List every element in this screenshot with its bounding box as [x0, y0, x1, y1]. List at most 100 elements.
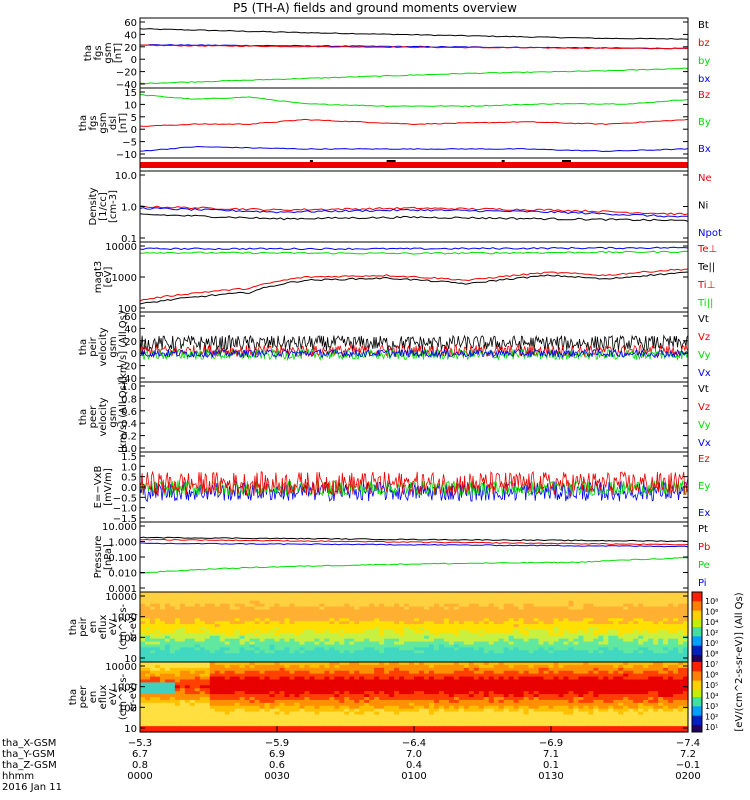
spectrogram-cell	[418, 612, 425, 616]
spectrogram-cell	[623, 679, 629, 684]
spectrogram-cell	[409, 632, 415, 637]
series-Ti⊥	[139, 268, 689, 302]
spectrogram-cell	[254, 594, 261, 599]
spectrogram-cell	[583, 609, 589, 614]
spectrogram-cell	[319, 606, 325, 611]
y-tick-label: −20	[116, 68, 137, 79]
spectrogram-cell	[593, 664, 599, 669]
spectrogram-cell	[369, 621, 375, 625]
spectrogram-cell	[409, 656, 415, 660]
spectrogram-cell	[269, 667, 276, 672]
y-tick-label: 1.0	[121, 203, 137, 214]
spectrogram-cell	[314, 600, 320, 605]
spectrogram-cell	[553, 647, 560, 651]
spectrogram-cell	[558, 641, 565, 646]
spectrogram-cell	[658, 624, 664, 628]
spectrogram-cell	[409, 679, 415, 684]
spectrogram-cell	[423, 597, 430, 602]
spectrogram-cell	[433, 705, 440, 710]
spectrogram-cell	[473, 627, 480, 631]
spectrogram-cell	[493, 702, 500, 707]
spectrogram-cell	[528, 702, 535, 707]
spectrogram-cell	[164, 627, 171, 631]
spectrogram-cell	[658, 627, 664, 631]
spectrogram-cell	[593, 688, 599, 692]
spectrogram-cell	[379, 641, 385, 646]
spectrogram-cell	[154, 653, 161, 657]
spectrogram-cell	[404, 592, 410, 596]
spectrogram-cell	[493, 676, 500, 681]
spectrogram-cell	[433, 618, 440, 622]
spectrogram-cell	[488, 711, 495, 716]
spectrogram-cell	[239, 653, 246, 657]
spectrogram-cell	[384, 679, 390, 684]
spectrogram-cell	[523, 653, 530, 657]
spectrogram-cell	[374, 679, 380, 684]
spectrogram-cell	[314, 647, 320, 651]
spectrogram-cell	[468, 618, 475, 622]
spectrogram-cell	[189, 670, 196, 675]
spectrogram-cell	[678, 592, 684, 596]
spectrogram-cell	[329, 592, 335, 596]
spectrogram-cell	[284, 600, 291, 605]
spectrogram-cell	[568, 656, 575, 660]
spectrogram-cell	[389, 685, 395, 689]
spectrogram-cell	[633, 594, 639, 599]
spectrogram-cell	[314, 656, 320, 660]
spectrogram-cell	[339, 699, 345, 704]
spectrogram-cell	[648, 618, 654, 622]
spectrogram-cell	[299, 662, 305, 666]
spectrogram-cell	[189, 594, 196, 599]
spectrogram-cell	[618, 597, 624, 602]
spectrogram-cell	[438, 603, 445, 608]
spectrogram-cell	[259, 618, 266, 622]
spectrogram-cell	[224, 670, 231, 675]
spectrogram-cell	[623, 682, 629, 686]
spectrogram-cell	[244, 618, 251, 622]
spectrogram-cell	[399, 714, 405, 719]
spectrogram-cell	[663, 603, 669, 608]
spectrogram-cell	[259, 597, 266, 602]
spectrogram-cell	[598, 682, 604, 686]
spectrogram-cell	[209, 603, 216, 608]
spectrogram-cell	[633, 650, 639, 654]
spectrogram-cell	[458, 662, 465, 666]
spectrogram-cell	[329, 632, 335, 637]
spectrogram-cell	[468, 647, 475, 651]
spectrogram-cell	[239, 705, 246, 710]
spectrogram-cell	[503, 694, 510, 698]
spectrogram-cell	[588, 694, 594, 698]
spectrogram-cell	[453, 635, 460, 640]
spectrogram-cell	[433, 659, 440, 663]
spectrogram-cell	[563, 662, 570, 666]
spectrogram-cell	[663, 682, 669, 686]
spectrogram-cell	[543, 632, 550, 637]
spectrogram-cell	[423, 618, 430, 622]
spectrogram-cell	[673, 656, 679, 660]
spectrogram-cell	[169, 647, 176, 651]
spectrogram-cell	[374, 597, 380, 602]
spectrogram-cell	[219, 629, 226, 634]
spectrogram-cell	[239, 711, 246, 716]
spectrogram-cell	[309, 603, 315, 608]
spectrogram-cell	[508, 694, 515, 698]
spectrogram-cell	[663, 708, 669, 713]
spectrogram-cell	[508, 638, 515, 643]
spectrogram-cell	[538, 632, 545, 637]
spectrogram-cell	[593, 667, 599, 672]
spectrogram-cell	[458, 664, 465, 669]
y-axis-label: peir	[88, 336, 99, 356]
spectrogram-cell	[269, 694, 276, 698]
spectrogram-cell	[483, 682, 490, 686]
spectrogram-cell	[374, 600, 380, 605]
spectrogram-cell	[498, 711, 505, 716]
spectrogram-cell	[274, 673, 281, 678]
spectrogram-cell	[538, 705, 545, 710]
spectrogram-cell	[473, 632, 480, 637]
spectrogram-cell	[518, 714, 525, 719]
spectrogram-cell	[583, 597, 589, 602]
spectrogram-cell	[379, 603, 385, 608]
spectrogram-cell	[468, 641, 475, 646]
spectrogram-cell	[648, 699, 654, 704]
spectrogram-cell	[468, 606, 475, 611]
